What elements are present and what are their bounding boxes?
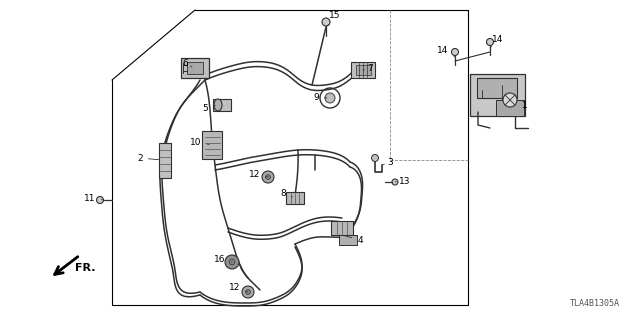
Text: 2: 2 [137,154,159,163]
Text: 14: 14 [437,45,455,57]
Circle shape [229,259,235,265]
Text: 12: 12 [250,170,268,179]
Bar [496,100,524,116]
Circle shape [246,290,250,294]
Text: 16: 16 [214,255,232,265]
Circle shape [266,175,271,180]
Bar [477,78,517,98]
Circle shape [486,38,493,45]
Circle shape [392,179,398,185]
Bar [202,131,222,159]
Circle shape [322,18,330,26]
Circle shape [371,155,378,162]
Bar [286,192,304,204]
Bar [351,62,375,78]
Text: 14: 14 [490,35,504,48]
Ellipse shape [214,99,222,111]
Text: FR.: FR. [75,263,95,273]
Circle shape [262,171,274,183]
Bar [355,65,371,75]
Text: 12: 12 [229,284,248,292]
Text: 9: 9 [313,92,327,101]
Text: 10: 10 [190,138,209,147]
Bar [331,221,353,235]
Text: 11: 11 [84,194,104,203]
Circle shape [503,93,517,107]
Bar [159,142,171,178]
Text: 4: 4 [345,236,363,244]
Text: 6: 6 [182,59,192,68]
Text: 8: 8 [280,188,292,197]
Bar [339,235,357,245]
Circle shape [325,93,335,103]
Circle shape [225,255,239,269]
Text: 13: 13 [395,177,411,186]
Circle shape [242,286,254,298]
Text: TLA4B1305A: TLA4B1305A [570,299,620,308]
Text: 1: 1 [522,100,528,109]
Circle shape [451,49,458,55]
Text: 15: 15 [328,11,340,26]
Bar [187,62,203,74]
Bar [181,58,209,78]
Text: 7: 7 [363,63,373,73]
Bar [213,99,231,111]
Text: 3: 3 [382,157,393,166]
Bar [470,74,525,116]
Circle shape [97,196,104,204]
Text: 5: 5 [202,103,215,113]
